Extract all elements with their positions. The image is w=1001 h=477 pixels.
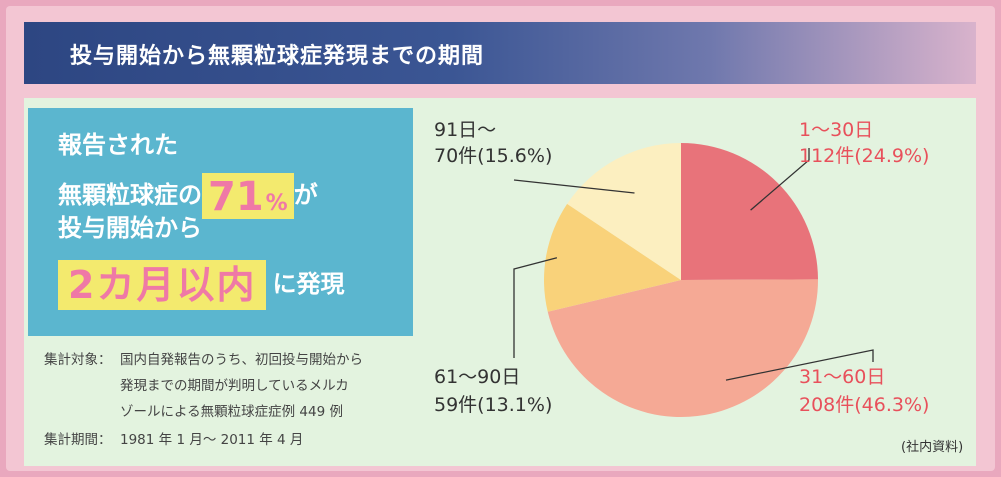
headline-panel: 報告された 無顆粒球症の 71% が 投与開始から 2カ月以内 に発現 [28,108,413,336]
slice-label-value-2: 208件(46.3%) [799,394,929,416]
slice-label-value-1: 112件(24.9%) [799,145,929,167]
slice-label-value-4: 70件(15.6%) [434,145,552,167]
headline-line-1: 報告された [58,131,178,159]
slice-label-range-2: 31～60日 [799,366,885,388]
pie-slice-4 [567,143,681,280]
pie-slice-2 [547,279,819,418]
note-target-text-1: 国内自発報告のうち、初回投与開始から [120,352,363,368]
note-period: 集計期間： 1981 年 1 月～ 2011 年 4 月 [44,428,303,448]
note-target-label: 集計対象： [44,352,112,368]
note-target-text-2: 発現までの期間が判明しているメルカ [120,378,349,394]
content-panel: 報告された 無顆粒球症の 71% が 投与開始から 2カ月以内 に発現 集計対象： 国内… [24,98,976,466]
two-month-text: 2カ月以内 [68,263,257,307]
pie-chart: 1～30日 112件(24.9%) 31～60日 208件(46.3%) 61～90日 5… [434,119,929,418]
note-target-text-3: ゾールによる無顆粒球症症例 449 例 [120,404,343,420]
headline-line-2: 無顆粒球症の 71% が [58,173,318,219]
slice-label-range-1: 1～30日 [799,119,873,141]
pie-slice-1 [681,143,818,280]
leader-line-1 [750,148,810,211]
slice-label-range-3: 61～90日 [434,366,520,388]
slice-label-value-3: 59件(13.1%) [434,394,552,416]
source-note: (社内資料) [901,440,964,455]
headline-line-4-suffix: に発現 [272,270,345,298]
headline-line-3: 投与開始から [58,214,202,242]
leader-line-4 [513,179,635,194]
note-period-label: 集計期間： [44,432,112,448]
percent-symbol: % [265,191,288,216]
page-title: 投与開始から無顆粒球症発現までの期間 [70,44,485,69]
headline-line-4: 2カ月以内 に発現 [58,260,344,310]
leader-line-2 [725,349,874,381]
slice-label-range-4: 91日～ [434,119,496,141]
title-bar: 投与開始から無顆粒球症発現までの期間 [24,22,976,84]
two-month-highlight: 2カ月以内 [58,260,267,310]
headline-line-2-suffix: が [293,181,318,209]
note-period-value: 1981 年 1 月～ 2011 年 4 月 [120,432,304,448]
leader-line-3 [513,257,558,358]
pie-slice-3 [543,203,681,312]
percent-highlight: 71% [202,173,294,219]
headline-line-2-prefix: 無顆粒球症の [58,181,202,209]
percent-value: 71 [208,174,264,220]
note-target-1: 集計対象： 国内自発報告のうち、初回投与開始から [44,348,363,368]
